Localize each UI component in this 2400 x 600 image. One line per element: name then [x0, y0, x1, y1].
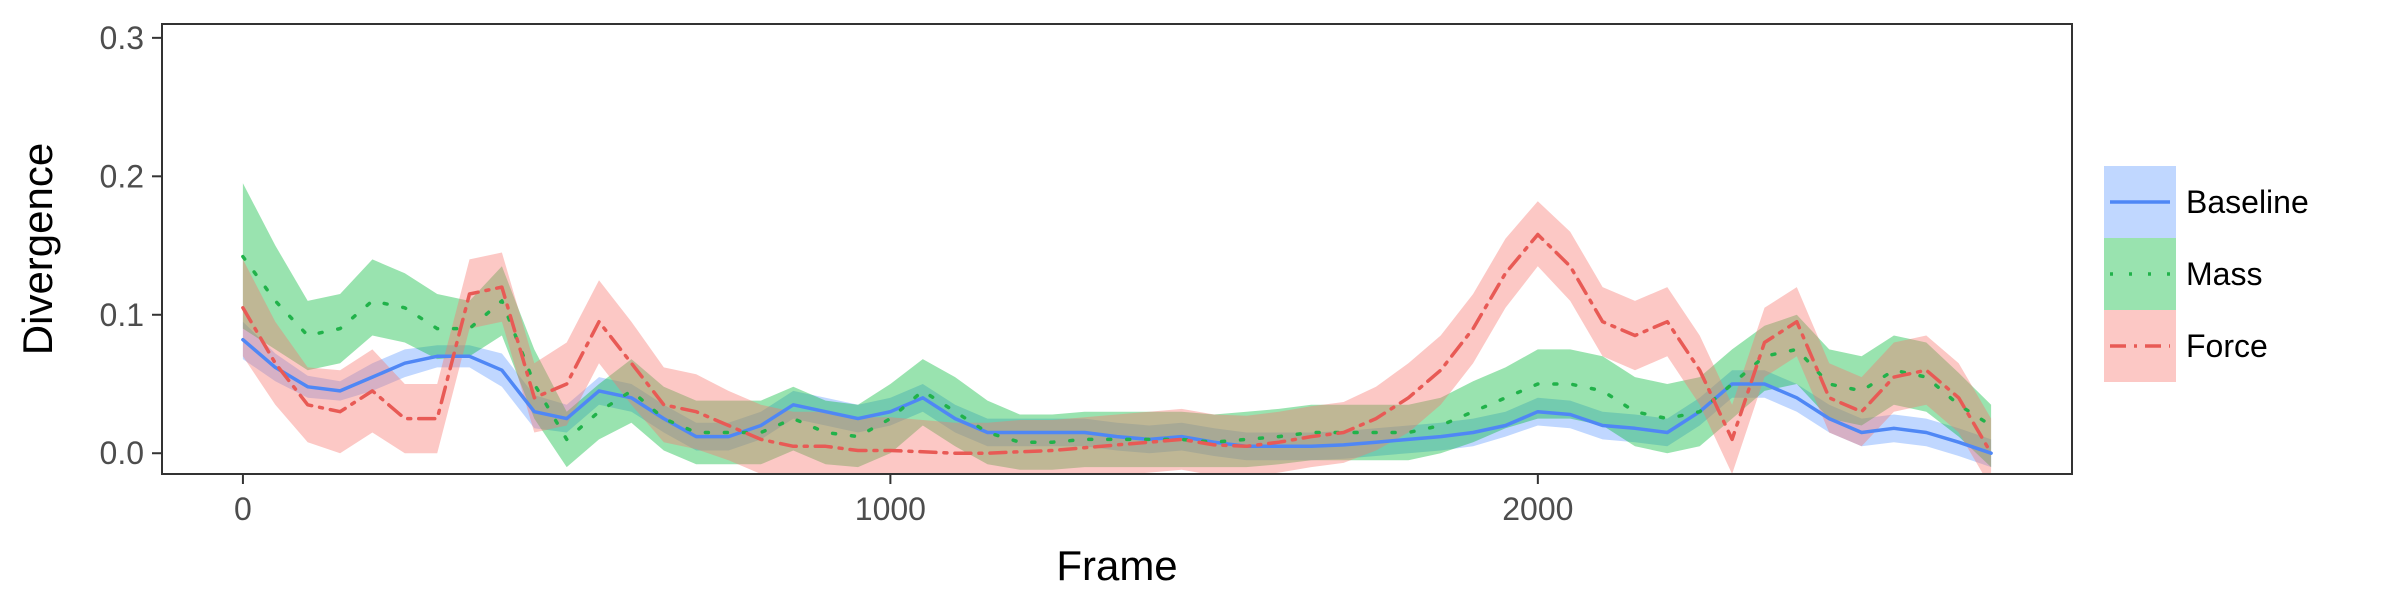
- y-tick-label: 0.1: [100, 297, 144, 333]
- y-axis: 0.0 0.1 0.2 0.3: [100, 20, 162, 471]
- force-band: [242, 201, 1992, 474]
- force-line: [241, 232, 1993, 455]
- mass-line: [241, 254, 1993, 444]
- x-tick-label: 2000: [1502, 491, 1573, 527]
- y-tick-label: 0.3: [100, 20, 144, 56]
- series-lines: [241, 232, 1993, 455]
- legend: Baseline Mass Force: [2104, 166, 2309, 382]
- x-tick-label: 1000: [855, 491, 926, 527]
- baseline-band: [242, 321, 1992, 468]
- legend-key-mass: [2104, 238, 2176, 310]
- legend-label-baseline: Baseline: [2186, 184, 2309, 220]
- y-tick-label: 0.0: [100, 435, 144, 471]
- x-axis-title: Frame: [1056, 542, 1177, 589]
- x-tick-label: 0: [234, 491, 252, 527]
- mass-band: [242, 183, 1992, 470]
- plot-panel-border: [161, 23, 2073, 475]
- y-axis-title: Divergence: [14, 143, 61, 355]
- x-axis: 0 1000 2000: [234, 474, 1573, 527]
- legend-label-force: Force: [2186, 328, 2268, 364]
- confidence-bands: [242, 183, 1992, 474]
- y-tick-label: 0.2: [100, 158, 144, 194]
- legend-label-mass: Mass: [2186, 256, 2262, 292]
